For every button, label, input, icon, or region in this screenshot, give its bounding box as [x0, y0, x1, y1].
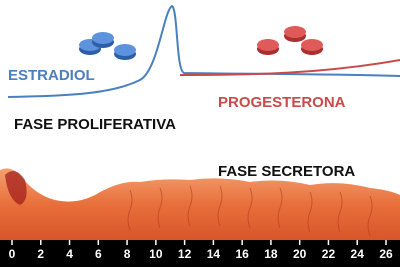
- progesterone-label: PROGESTERONA: [218, 94, 346, 111]
- tick-label: 24: [351, 247, 365, 261]
- tick-label: 0: [9, 247, 16, 261]
- endometrium: [0, 168, 400, 240]
- menstrual-shedding: [5, 171, 27, 205]
- phase-label: FASE PROLIFERATIVA: [14, 116, 176, 133]
- tick-label: 10: [149, 247, 163, 261]
- phase-label: FASE SECRETORA: [218, 163, 355, 180]
- tick-label: 22: [322, 247, 336, 261]
- axis-ticks: 0 2 4 6 8 10 12 14 16 18 20 22 24 26: [9, 240, 393, 261]
- tick-label: 18: [264, 247, 278, 261]
- endometrium-veins: [127, 185, 373, 237]
- tick-label: 26: [379, 247, 393, 261]
- tick-label: 14: [207, 247, 221, 261]
- tick-label: 16: [235, 247, 249, 261]
- tick-label: 4: [66, 247, 73, 261]
- progesterone-curve: [179, 59, 400, 76]
- tick-label: 12: [178, 247, 192, 261]
- tick-label: 6: [95, 247, 102, 261]
- progesterone-pills: [257, 26, 323, 55]
- estradiol-pills: [79, 32, 136, 60]
- estradiol-label: ESTRADIOL: [8, 67, 95, 84]
- tick-label: 2: [37, 247, 44, 261]
- estradiol-curve: [7, 4, 400, 98]
- tick-label: 8: [124, 247, 131, 261]
- axis-strip: [0, 240, 400, 267]
- tick-label: 20: [293, 247, 307, 261]
